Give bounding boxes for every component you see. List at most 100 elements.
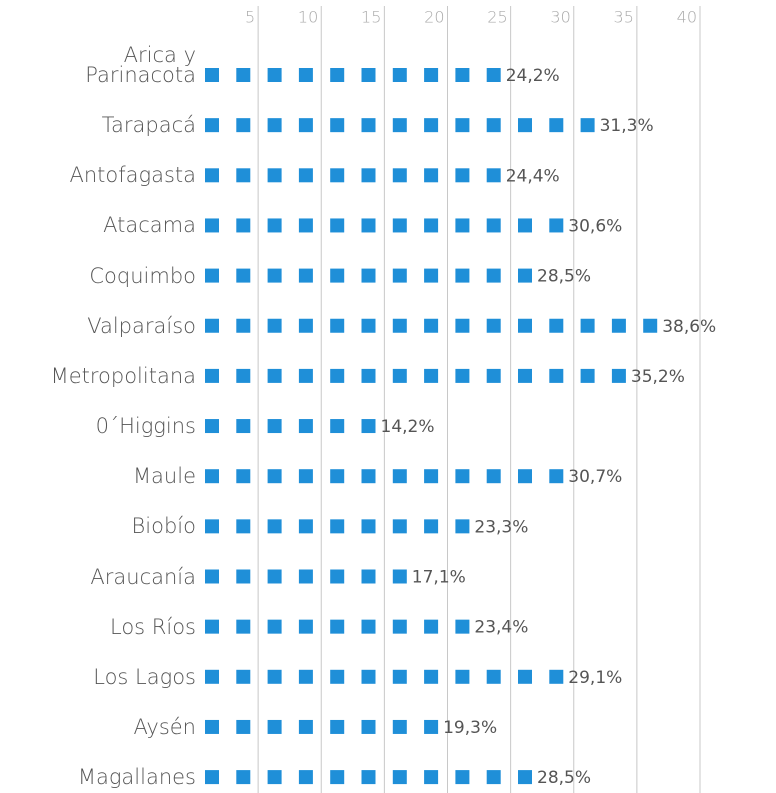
square <box>330 669 345 684</box>
square <box>392 218 407 233</box>
square <box>424 669 439 684</box>
square <box>267 118 282 133</box>
square <box>205 268 219 283</box>
square <box>236 669 251 684</box>
x-tick-label: 5 <box>245 8 255 27</box>
square <box>392 569 407 584</box>
value-label: 31,3% <box>600 116 654 136</box>
square <box>205 419 219 434</box>
value-label: 30,6% <box>568 216 622 236</box>
value-label: 24,2% <box>506 66 560 86</box>
square <box>330 268 345 283</box>
square <box>236 268 251 283</box>
square <box>486 118 501 133</box>
square <box>236 770 251 785</box>
square <box>486 469 501 484</box>
square <box>392 519 407 534</box>
square <box>330 118 345 133</box>
square <box>392 318 407 333</box>
square <box>267 218 282 233</box>
square <box>267 719 282 734</box>
square <box>455 669 470 684</box>
square <box>361 318 376 333</box>
square <box>330 218 345 233</box>
square <box>205 318 219 333</box>
square <box>424 118 439 133</box>
square <box>267 770 282 785</box>
square <box>518 268 532 283</box>
square <box>361 719 376 734</box>
square <box>267 368 282 383</box>
square <box>361 268 376 283</box>
square <box>205 218 219 233</box>
value-label: 19,3% <box>443 718 497 738</box>
square <box>424 318 439 333</box>
square <box>392 469 407 484</box>
square <box>205 669 219 684</box>
x-tick-label: 25 <box>487 8 507 27</box>
category-label: Los Ríos <box>109 614 196 639</box>
square <box>455 118 470 133</box>
square <box>298 469 313 484</box>
square <box>486 268 501 283</box>
square <box>205 569 219 584</box>
x-tick-label: 35 <box>614 8 634 27</box>
category-label: Valparaíso <box>87 313 196 338</box>
square <box>611 368 626 383</box>
x-tick-label: 40 <box>677 8 697 27</box>
category-label: Los Lagos <box>93 664 196 689</box>
square <box>330 719 345 734</box>
square <box>236 68 251 82</box>
square <box>455 168 470 183</box>
value-label: 17,1% <box>412 568 466 588</box>
square <box>330 168 345 183</box>
square <box>267 168 282 183</box>
square <box>455 469 470 484</box>
value-label: 14,2% <box>381 417 435 437</box>
square <box>330 619 345 634</box>
square <box>267 469 282 484</box>
square <box>236 218 251 233</box>
square <box>486 218 501 233</box>
square <box>643 318 658 333</box>
square <box>361 68 376 82</box>
square <box>330 519 345 534</box>
square <box>205 368 219 383</box>
value-label: 23,3% <box>474 517 528 537</box>
category-label: Coquimbo <box>89 263 196 288</box>
square <box>267 619 282 634</box>
category-label: Arica y Parinacota <box>85 43 196 87</box>
square <box>330 368 345 383</box>
square <box>580 118 595 133</box>
square <box>549 318 564 333</box>
square <box>298 619 313 634</box>
square <box>392 368 407 383</box>
square <box>486 318 501 333</box>
square <box>486 669 501 684</box>
square <box>424 268 439 283</box>
square <box>549 669 564 684</box>
square <box>518 469 532 484</box>
square <box>424 519 439 534</box>
square <box>236 118 251 133</box>
category-label: Tarapacá <box>101 113 196 138</box>
square <box>549 118 564 133</box>
square <box>424 368 439 383</box>
square <box>298 569 313 584</box>
category-label: Antofagasta <box>69 163 196 188</box>
category-label: Biobío <box>131 514 196 539</box>
square <box>267 419 282 434</box>
square <box>518 218 532 233</box>
square <box>424 770 439 785</box>
square <box>486 368 501 383</box>
square <box>518 770 532 785</box>
square <box>267 669 282 684</box>
square <box>392 719 407 734</box>
square <box>361 419 376 434</box>
square <box>611 318 626 333</box>
square <box>267 268 282 283</box>
square <box>330 770 345 785</box>
square <box>298 368 313 383</box>
square <box>580 318 595 333</box>
